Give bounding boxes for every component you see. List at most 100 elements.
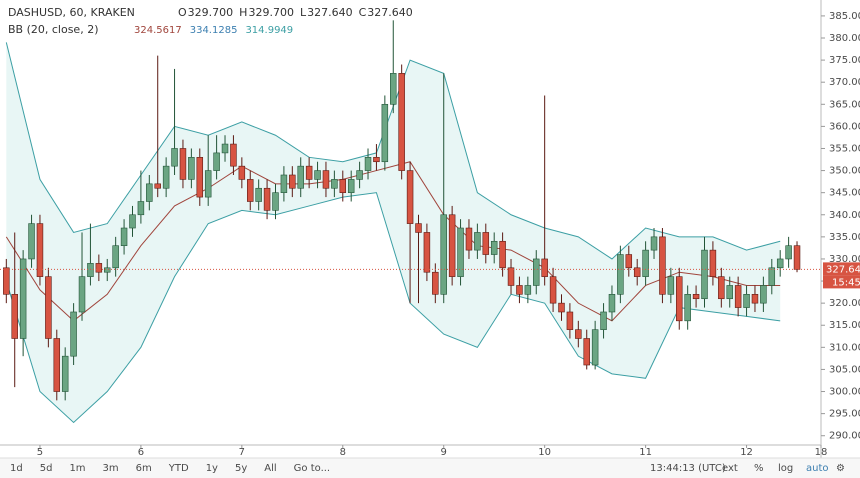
candle-body — [95, 263, 103, 273]
candle-body — [314, 170, 321, 180]
candle-body — [423, 232, 431, 273]
candle-body — [591, 329, 599, 366]
candle-body — [549, 276, 557, 304]
candle-body — [692, 294, 700, 300]
candle-body — [448, 214, 456, 277]
range-button[interactable]: 1d — [10, 463, 23, 474]
y-tick-label: 295.000 — [829, 409, 860, 420]
ohlc-key: L — [300, 6, 307, 19]
candle-body — [608, 294, 616, 313]
candle-body — [3, 267, 10, 295]
option-button[interactable]: auto — [806, 463, 829, 474]
x-tick-label: 10 — [538, 447, 551, 458]
range-button[interactable]: 5d — [40, 463, 53, 474]
countdown-box — [823, 275, 860, 289]
range-button[interactable]: 1m — [69, 463, 85, 474]
y-tick-label: 335.000 — [829, 232, 860, 243]
x-tick-label: 5 — [37, 447, 43, 458]
option-button[interactable]: % — [754, 463, 764, 474]
x-tick-label: 8 — [340, 447, 346, 458]
candle-body — [373, 157, 380, 163]
candle-body — [87, 263, 94, 277]
candle-body — [734, 285, 742, 308]
range-button[interactable]: 3m — [103, 463, 119, 474]
candle-body — [743, 294, 750, 308]
range-button[interactable]: 5y — [235, 463, 247, 474]
candle-body — [11, 294, 18, 339]
candle-body — [533, 258, 540, 286]
y-tick-label: 350.000 — [829, 166, 860, 177]
y-tick-label: 330.000 — [829, 254, 860, 265]
candle-body — [566, 311, 574, 330]
ohlc-key: H — [239, 6, 247, 19]
candle-body — [381, 103, 389, 163]
toolbar-bg — [0, 458, 860, 478]
candle-body — [53, 338, 61, 392]
candle-body — [339, 179, 347, 193]
candle-body — [432, 271, 439, 295]
candle-body — [70, 311, 77, 357]
symbol: DASHUSD, 60, KRAKEN — [8, 6, 135, 19]
y-tick-label: 300.000 — [829, 387, 860, 398]
candle-body — [793, 245, 801, 270]
y-tick-label: 375.000 — [829, 55, 860, 66]
ohlc-value: 329.700 — [188, 6, 234, 19]
ohlc-key: O — [178, 6, 187, 19]
candle-body — [600, 311, 607, 330]
x-tick-label: 11 — [639, 447, 652, 458]
countdown-label: 15:45 — [832, 277, 860, 288]
last-price-box — [823, 262, 860, 276]
y-tick-label: 320.000 — [829, 298, 860, 309]
range-button[interactable]: All — [264, 463, 276, 474]
y-tick-label: 365.000 — [829, 99, 860, 110]
candle-body — [196, 157, 204, 198]
candle-body — [701, 249, 708, 300]
band-fill — [6, 42, 781, 423]
band-middle — [5, 161, 781, 322]
candle-body — [390, 73, 397, 105]
candle-body — [61, 355, 69, 392]
candle-body — [760, 285, 767, 304]
range-button[interactable]: Go to... — [294, 463, 330, 474]
candle-body — [146, 183, 153, 202]
candle-body — [255, 187, 262, 202]
band-lower — [5, 192, 781, 424]
x-tick-label: 9 — [441, 447, 447, 458]
candle-body — [667, 276, 675, 295]
candle-body — [120, 227, 128, 247]
candle-body — [776, 258, 784, 269]
candle-body — [625, 254, 633, 269]
candle-body — [297, 165, 304, 189]
candle-body — [36, 223, 44, 277]
candle-body — [179, 148, 187, 180]
ohlc-value: 327.640 — [367, 6, 413, 19]
candle-body — [162, 165, 170, 189]
y-tick-label: 360.000 — [829, 121, 860, 132]
candle-body — [516, 285, 523, 295]
range-button[interactable]: YTD — [168, 463, 189, 474]
option-button[interactable]: log — [778, 463, 793, 474]
range-button[interactable]: 1y — [206, 463, 218, 474]
candle-body — [726, 285, 733, 300]
range-button[interactable]: 6m — [136, 463, 152, 474]
candle-body — [137, 201, 145, 216]
candle-body — [221, 143, 229, 154]
candle-body — [19, 258, 27, 339]
candle-body — [347, 179, 355, 193]
candle-body — [238, 165, 246, 180]
candle-body — [129, 214, 136, 229]
candle-body — [642, 249, 649, 277]
candle-body — [541, 258, 548, 277]
option-button[interactable]: ext — [722, 463, 738, 474]
y-tick-label: 315.000 — [829, 320, 860, 331]
candle-body — [650, 236, 658, 251]
candle-body — [583, 338, 590, 366]
candle-body — [322, 170, 330, 189]
settings-icon[interactable]: ⚙ — [836, 463, 845, 474]
candle-body — [684, 294, 691, 322]
candle-body — [709, 249, 717, 277]
candle-body — [507, 267, 515, 286]
candle-body — [406, 170, 414, 224]
candle-body — [482, 232, 490, 255]
